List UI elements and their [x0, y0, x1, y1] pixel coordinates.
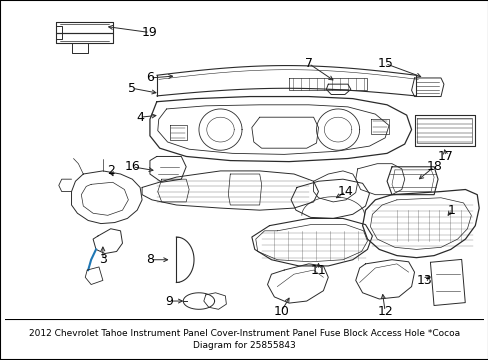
Text: 5: 5 — [128, 82, 136, 95]
Text: 3: 3 — [99, 253, 106, 266]
Text: 13: 13 — [416, 274, 431, 287]
Text: 16: 16 — [124, 160, 140, 173]
Text: 12: 12 — [376, 305, 392, 318]
Text: 10: 10 — [273, 305, 288, 318]
Text: 14: 14 — [337, 185, 353, 198]
Text: 18: 18 — [426, 160, 441, 173]
Text: 1: 1 — [447, 204, 455, 217]
Text: 6: 6 — [146, 72, 154, 85]
Text: 19: 19 — [142, 26, 158, 39]
Text: 2: 2 — [106, 165, 114, 177]
Text: 4: 4 — [136, 111, 144, 124]
Text: 2012 Chevrolet Tahoe Instrument Panel Cover-Instrument Panel Fuse Block Access H: 2012 Chevrolet Tahoe Instrument Panel Co… — [29, 329, 459, 350]
Text: 9: 9 — [165, 294, 173, 307]
Text: 17: 17 — [437, 150, 453, 163]
Text: 7: 7 — [304, 57, 312, 70]
Text: 11: 11 — [310, 264, 325, 276]
Text: 8: 8 — [145, 253, 154, 266]
Text: 15: 15 — [376, 57, 392, 70]
